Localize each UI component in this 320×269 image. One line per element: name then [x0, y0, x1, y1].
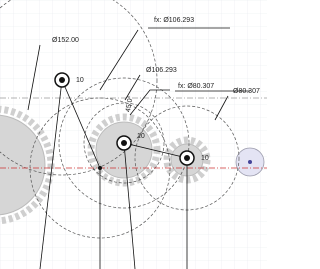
dimension-label: Ø152.00	[52, 37, 79, 44]
dimension-label: fx: Ø106.293	[154, 17, 194, 24]
dimension-label: Ø106.293	[146, 67, 177, 74]
dimension-label: fx: Ø80.307	[178, 83, 214, 90]
sketch-canvas: Ø152.00 fx: Ø106.293 Ø106.293 fx: Ø80.30…	[0, 0, 267, 269]
dimension-label: Ø80.307	[233, 88, 260, 95]
dimension-label: 10	[201, 155, 209, 162]
dimension-label: 10	[137, 133, 145, 140]
dimension-label: 10	[76, 77, 84, 84]
